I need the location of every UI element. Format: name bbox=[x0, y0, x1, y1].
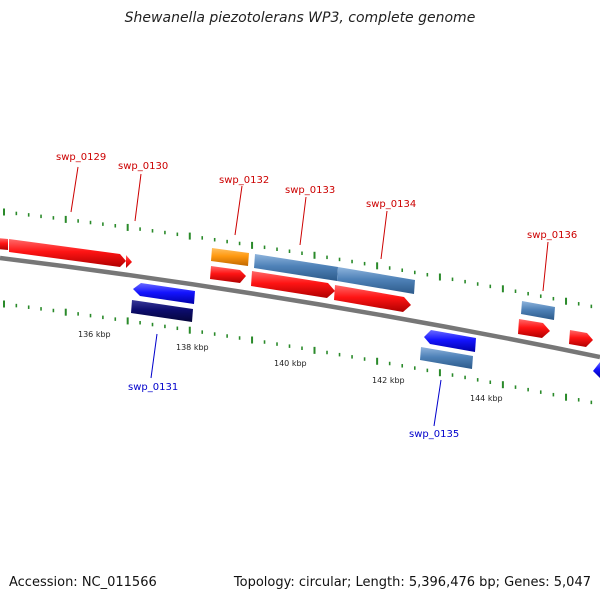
reverse-genes bbox=[131, 283, 600, 378]
gene-label[interactable]: swp_0134 bbox=[366, 199, 416, 210]
gene-arrow[interactable] bbox=[131, 300, 193, 322]
gene-label[interactable]: swp_0132 bbox=[219, 175, 269, 186]
scale-label: 142 kbp bbox=[372, 376, 405, 385]
gene-arrow[interactable] bbox=[569, 330, 593, 347]
forward-genes bbox=[0, 238, 593, 347]
scale-label: 144 kbp bbox=[470, 394, 503, 403]
gene-arrow[interactable] bbox=[518, 319, 550, 338]
gene-label[interactable]: swp_0131 bbox=[128, 382, 178, 393]
gene-arrow[interactable] bbox=[133, 283, 195, 304]
tick-row-inner bbox=[3, 300, 593, 405]
genome-backbone bbox=[0, 255, 600, 360]
gene-arrow[interactable] bbox=[334, 285, 411, 312]
gene-label[interactable]: swp_0129 bbox=[56, 152, 106, 163]
gene-arrow[interactable] bbox=[420, 347, 473, 369]
gene-arrow[interactable] bbox=[126, 255, 132, 268]
gene-arrow[interactable] bbox=[9, 239, 126, 267]
gene-arrow[interactable] bbox=[424, 330, 476, 352]
accession-text: Accession: NC_011566 bbox=[9, 575, 157, 590]
map-title: Shewanella piezotolerans WP3, complete g… bbox=[124, 10, 476, 26]
scale-label: 138 kbp bbox=[176, 343, 209, 352]
gene-arrow[interactable] bbox=[521, 301, 555, 320]
scale-labels: 136 kbp 138 kbp 140 kbp 142 kbp 144 kbp bbox=[78, 330, 503, 403]
scale-label: 136 kbp bbox=[78, 330, 111, 339]
gene-arrow[interactable] bbox=[210, 266, 246, 283]
gene-arrow[interactable] bbox=[337, 267, 415, 294]
label-leaders bbox=[70, 166, 549, 427]
gene-label[interactable]: swp_0135 bbox=[409, 429, 459, 440]
gene-labels: swp_0129 swp_0130 swp_0132 swp_0133 swp_… bbox=[56, 152, 577, 440]
gene-arrow[interactable] bbox=[254, 254, 338, 281]
gene-label[interactable]: swp_0130 bbox=[118, 161, 168, 172]
gene-label[interactable]: swp_0136 bbox=[527, 230, 577, 241]
genome-summary-text: Topology: circular; Length: 5,396,476 bp… bbox=[233, 575, 591, 590]
gene-label[interactable]: swp_0133 bbox=[285, 185, 335, 196]
tick-row-outer bbox=[3, 208, 593, 309]
gene-arrow[interactable] bbox=[593, 362, 600, 378]
scale-label: 140 kbp bbox=[274, 359, 307, 368]
gene-arrow[interactable] bbox=[211, 248, 249, 266]
gene-arrow[interactable] bbox=[251, 271, 335, 298]
gene-arrow[interactable] bbox=[0, 238, 8, 250]
